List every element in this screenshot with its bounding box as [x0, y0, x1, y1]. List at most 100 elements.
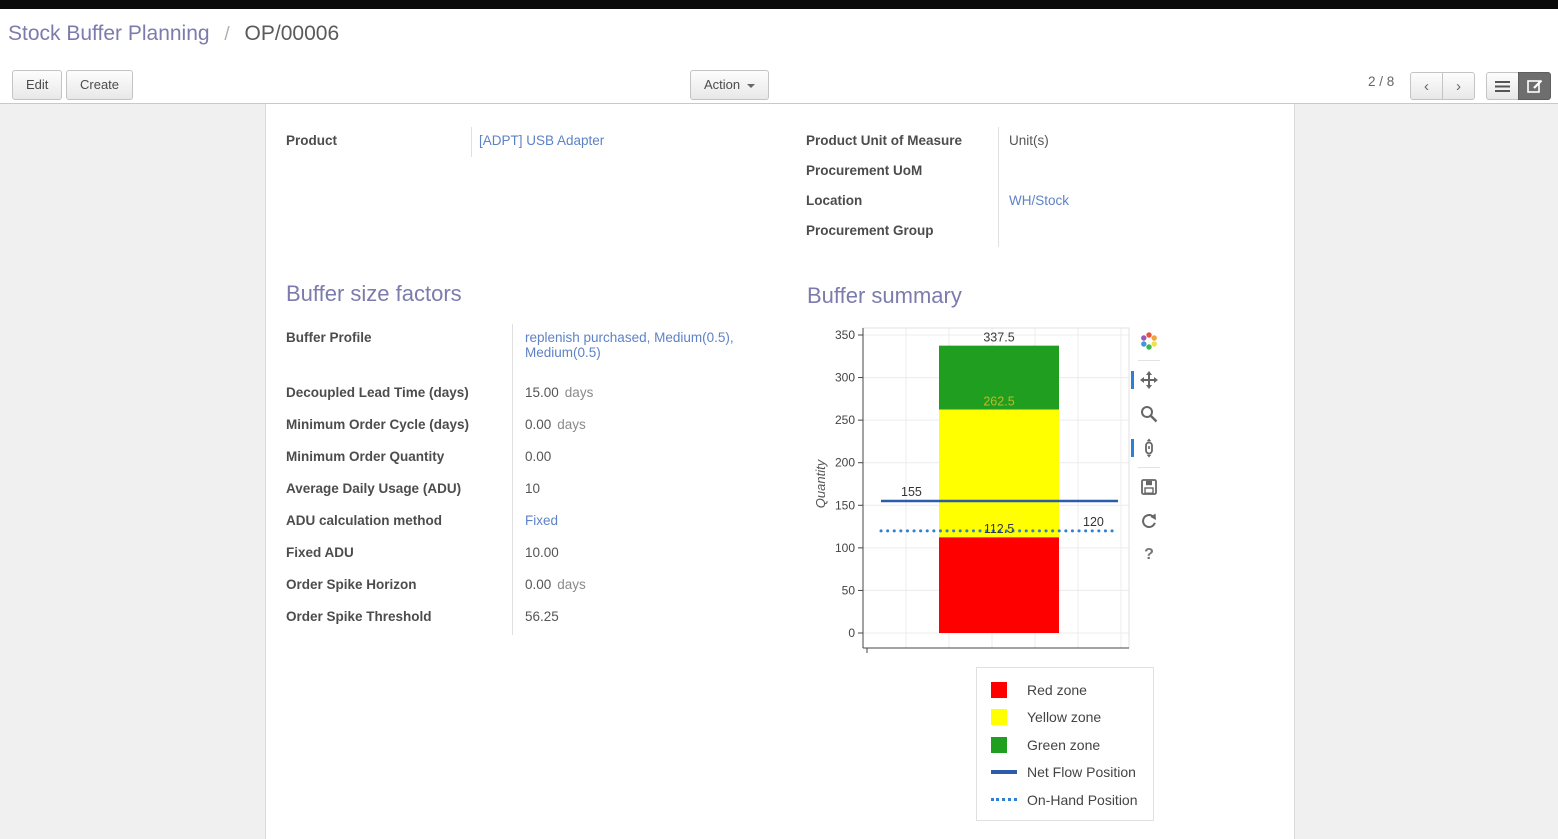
record-pager: 2 / 8 [1368, 74, 1395, 89]
breadcrumb-parent-link[interactable]: Stock Buffer Planning [8, 22, 210, 45]
product-field-table: Product [ADPT] USB Adapter [286, 127, 756, 157]
help-icon: ? [1144, 546, 1154, 563]
caret-down-icon [747, 83, 756, 88]
svg-text:Quantity: Quantity [813, 458, 828, 508]
order-spike-horizon-suffix: days [557, 577, 586, 592]
on-hand-line-swatch [991, 798, 1017, 802]
min-order-cycle-suffix: days [557, 417, 586, 432]
field-row: Order Spike Threshold 56.25 [286, 603, 778, 635]
legend-label: Yellow zone [1027, 709, 1102, 726]
min-order-qty-value: 0.00 [525, 449, 552, 464]
svg-text:200: 200 [835, 456, 855, 470]
field-row: Product [ADPT] USB Adapter [286, 127, 756, 157]
field-row: Minimum Order Quantity 0.00 [286, 443, 778, 475]
field-row: Product Unit of Measure Unit(s) [806, 127, 1276, 157]
form-edit-icon [1526, 79, 1542, 93]
buffer-summary-title: Buffer summary [807, 283, 962, 308]
order-spike-horizon-label: Order Spike Horizon [286, 577, 417, 592]
adu-value: 10 [525, 481, 541, 496]
view-switcher [1486, 72, 1551, 100]
next-record-button[interactable]: › [1442, 72, 1475, 100]
red-zone-swatch [991, 681, 1007, 698]
help-tool-button[interactable]: ? [1138, 544, 1160, 566]
dlt-label: Decoupled Lead Time (days) [286, 385, 469, 400]
procurement-uom-field-label: Procurement UoM [806, 163, 923, 178]
net-flow-line-swatch [991, 770, 1017, 775]
fixed-adu-label: Fixed ADU [286, 545, 354, 560]
adu-method-link[interactable]: Fixed [525, 513, 559, 528]
field-row: Order Spike Horizon 0.00 days [286, 571, 778, 603]
wheel-zoom-tool-button[interactable] [1131, 437, 1160, 459]
create-button[interactable]: Create [66, 70, 134, 100]
svg-text:100: 100 [835, 541, 855, 555]
buffer-profile-link[interactable]: replenish purchased, Medium(0.5), Medium… [525, 330, 734, 360]
svg-text:337.5: 337.5 [983, 331, 1014, 345]
min-order-cycle-label: Minimum Order Cycle (days) [286, 417, 470, 432]
bokeh-logo-icon [1138, 330, 1160, 352]
chevron-right-icon: › [1456, 77, 1461, 95]
legend-item-net-flow-position: Net Flow Position [991, 759, 1153, 787]
toolbar-separator [1138, 360, 1160, 361]
legend-label: On-Hand Position [1027, 791, 1138, 808]
svg-text:50: 50 [842, 583, 856, 597]
product-field-label: Product [286, 133, 338, 148]
right-field-table: Product Unit of Measure Unit(s) Procurem… [806, 127, 1276, 247]
product-link[interactable]: [ADPT] USB Adapter [479, 133, 605, 148]
legend-label: Net Flow Position [1027, 764, 1136, 781]
legend-label: Green zone [1027, 736, 1101, 753]
uom-field-label: Product Unit of Measure [806, 133, 963, 148]
top-menubar [0, 0, 1558, 9]
action-dropdown-button[interactable]: Action [690, 70, 770, 100]
buffer-summary-chart[interactable]: 155 120 112.5 262.5 337.5 0 50 100 150 200 250 300 3… [811, 325, 1171, 670]
svg-text:0: 0 [848, 626, 855, 640]
dlt-value: 15.00 [525, 385, 559, 400]
order-spike-threshold-label: Order Spike Threshold [286, 609, 432, 624]
action-label: Action [704, 77, 741, 92]
edit-button[interactable]: Edit [12, 70, 63, 100]
location-link[interactable]: WH/Stock [1009, 193, 1070, 208]
dlt-suffix: days [564, 385, 594, 400]
previous-record-button[interactable]: ‹ [1410, 72, 1443, 100]
procurement-group-field-label: Procurement Group [806, 223, 934, 238]
pan-tool-button[interactable] [1131, 369, 1160, 391]
order-spike-threshold-value: 56.25 [525, 609, 559, 624]
svg-text:262.5: 262.5 [983, 395, 1014, 409]
field-row: Buffer Profile replenish purchased, Medi… [286, 324, 778, 379]
svg-text:250: 250 [835, 413, 855, 427]
svg-text:150: 150 [835, 498, 855, 512]
procurement-group-field-value [998, 217, 1276, 247]
control-panel: Edit Create Action 2 / 8 ‹ › [0, 59, 1558, 104]
field-row: ADU calculation method Fixed [286, 507, 778, 539]
form-view-button[interactable] [1518, 72, 1551, 100]
breadcrumb: Stock Buffer Planning / OP/00006 [0, 9, 1558, 59]
field-row: Decoupled Lead Time (days) 15.00 days [286, 379, 778, 411]
order-spike-horizon-value: 0.00 [525, 577, 552, 592]
svg-text:120: 120 [1083, 515, 1104, 529]
breadcrumb-current: OP/00006 [244, 22, 340, 45]
fixed-adu-value: 10.00 [525, 545, 559, 560]
field-row: Fixed ADU 10.00 [286, 539, 778, 571]
save-tool-button[interactable] [1138, 476, 1160, 498]
svg-text:300: 300 [835, 371, 855, 385]
list-view-button[interactable] [1486, 72, 1519, 100]
chevron-left-icon: ‹ [1424, 77, 1429, 95]
form-sheet: Product [ADPT] USB Adapter Product Unit … [265, 104, 1295, 839]
yellow-zone-swatch [991, 709, 1007, 726]
svg-text:112.5: 112.5 [984, 522, 1014, 536]
procurement-uom-field-value [998, 157, 1276, 187]
field-row: Minimum Order Cycle (days) 0.00 days [286, 411, 778, 443]
svg-text:350: 350 [835, 328, 855, 342]
uom-field-value: Unit(s) [998, 127, 1276, 157]
buffer-size-factors-title: Buffer size factors [286, 281, 462, 306]
content-area: Product [ADPT] USB Adapter Product Unit … [0, 104, 1558, 839]
box-zoom-tool-button[interactable] [1138, 403, 1160, 425]
legend-label: Red zone [1027, 681, 1087, 698]
buffer-profile-label: Buffer Profile [286, 330, 372, 345]
reset-tool-button[interactable] [1138, 510, 1160, 532]
breadcrumb-separator: / [224, 24, 230, 45]
legend-item-green-zone: Green zone [991, 731, 1153, 759]
adu-method-label: ADU calculation method [286, 513, 443, 528]
green-zone-swatch [991, 736, 1007, 753]
chart-toolbar: ? [1131, 330, 1163, 578]
